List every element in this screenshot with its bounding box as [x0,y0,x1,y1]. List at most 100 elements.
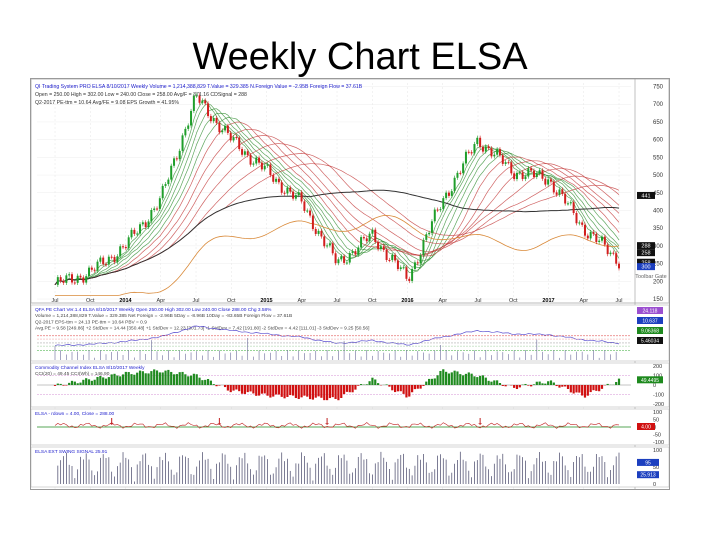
candle-body [374,229,377,242]
candle-body [71,274,74,283]
candle-body [76,275,79,283]
price-tag-label: 300 [641,265,650,271]
candle-body [351,251,354,254]
candle-body [555,192,558,195]
candle-body [371,229,374,234]
x-tick-label: Oct [227,298,236,304]
candle-body [518,172,521,174]
x-tick-label: 2015 [260,298,272,304]
moving-average-line [54,112,620,286]
candle-body [300,192,303,202]
candle-body [388,259,391,261]
candle-body [490,148,493,157]
candle-body [306,210,309,212]
candles [56,93,620,287]
candle-body [209,116,212,122]
candle-body [110,256,113,258]
slide-title: Weekly Chart ELSA [192,36,528,78]
candle-body [173,158,176,166]
moving-average-ribbon [54,99,620,296]
candle-body [453,177,456,192]
candle-body [552,181,555,193]
price-tick-label: 250 [653,262,664,268]
candle-body [141,222,144,225]
cci-panel: Commodity Channel Index ELSA 8/10/2017 W… [31,362,669,408]
candle-body [320,230,323,237]
lower-band [55,214,620,296]
candle-body [394,254,397,261]
candle-body [408,278,411,281]
candle-body [249,155,252,165]
panel-tick-label: 0 [653,383,656,389]
candle-body [309,210,312,216]
panel-tick-label: -50 [653,433,661,439]
candle-body [153,208,156,211]
panel-tick-label: -100 [653,393,664,399]
candle-body [292,191,295,199]
price-tag-box [637,242,655,250]
candle-body [532,170,535,178]
candle-body [368,233,371,242]
candle-body [130,229,133,238]
main-info-line: QI Trading System PRO ELSA 8/10/2017 Wee… [35,84,363,90]
candle-body [515,172,518,180]
candle-body [235,137,238,139]
candle-body [139,224,142,234]
candle-body [314,229,317,234]
candle-body [419,255,422,264]
price-tag-box [637,191,655,199]
candle-body [317,230,320,234]
price-tag-label: 288 [641,244,650,250]
candle-body [161,185,164,199]
candle-body [82,277,85,283]
candle-body [328,243,331,246]
candle-body [260,162,263,170]
candle-body [56,277,59,285]
candle-body [297,192,300,196]
candle-body [258,157,261,163]
candle-body [187,125,190,129]
candle-body [425,234,428,240]
signal-tag-label: 95 [645,460,651,466]
candle-body [79,275,82,278]
candle-body [272,175,275,182]
panel-info-line: Q2-2017 EPS-ttm = 24.13 PE-ttm = 10.64 P… [35,319,147,325]
price-tick-label: 500 [653,173,664,179]
candle-body [470,152,473,154]
moving-average-line [54,121,620,286]
candle-body [147,221,150,228]
candle-body [493,154,496,157]
panel-info-line: ELSA EXT SWING SIGNAL 25.91 [35,449,108,455]
candle-body [484,146,487,152]
signal-arrow-head [217,423,222,425]
price-tick-label: 650 [653,120,664,126]
price-tag-box [637,258,655,266]
candle-body [269,164,272,176]
candle-body [116,256,119,263]
candle-body [59,277,62,282]
x-tick-label: Apr [297,298,306,304]
candle-body [377,241,380,250]
price-tick-label: 400 [653,208,664,214]
candle-body [504,162,507,164]
candle-body [357,247,360,255]
pe-tag-label: 10.637 [642,319,658,325]
candle-body [246,151,249,156]
candle-body [365,238,368,242]
candle-body [578,222,581,224]
candle-body [541,170,544,179]
candle-body [583,224,586,236]
cci-tag-box [637,376,663,384]
moving-average-line [54,135,620,286]
pe-panel: QFA PE Chart Ver.1.4 ELSA 8/10/2017 Week… [31,304,669,362]
candle-body [192,95,195,111]
candle-body [459,172,462,174]
candle-body [572,202,575,214]
main-info-line: Q2-2017 PE-ttm = 10.64 Avg/FE = 9.08 EPS… [35,100,179,106]
signal-arrow-head [478,423,483,425]
candle-body [481,146,484,152]
x-tick-label: Oct [86,298,95,304]
candle-body [538,170,541,174]
price-tick-label: 150 [653,297,664,303]
candle-body [283,192,286,194]
